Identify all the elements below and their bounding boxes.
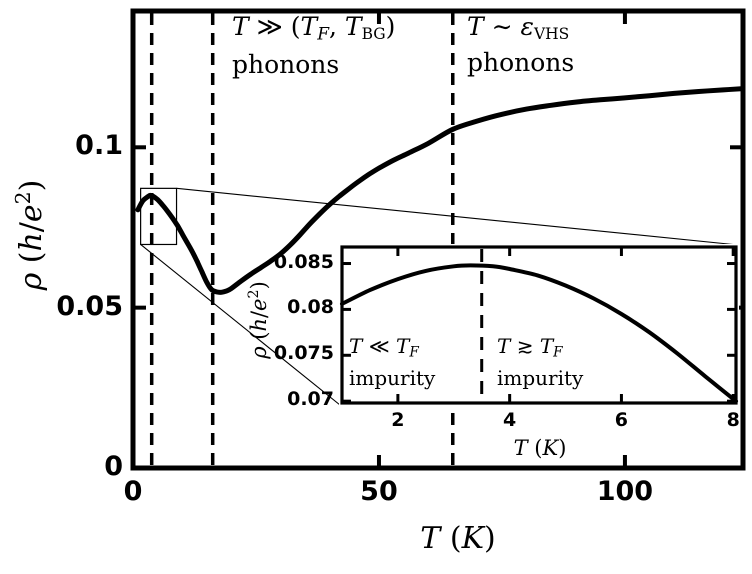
text-segment: T: [396, 334, 410, 358]
annotation-line-formula: T ≳ TF: [497, 331, 583, 363]
text-segment: h: [246, 318, 271, 332]
main-x-tick-label: 0: [123, 476, 143, 507]
text-segment: T: [497, 334, 511, 358]
main-axes-frame: [130, 8, 746, 471]
inset-background: [339, 244, 739, 406]
annotation-line-formula: T ≪ TF: [349, 331, 435, 363]
inset-y-tick-label: 0.08: [287, 296, 334, 319]
main-x-tick-label: 50: [360, 476, 398, 507]
text-segment: 2: [11, 191, 35, 205]
text-segment: K: [542, 436, 559, 460]
text-segment: F: [553, 344, 563, 361]
text-segment: ≫ (: [248, 12, 301, 41]
annotation-line-impurity: impurity: [497, 365, 584, 390]
annotation-phonons-vhs: T ∼ εVHS phonons: [467, 9, 574, 82]
text-segment: ≳: [510, 334, 540, 358]
text-segment: e: [14, 204, 50, 223]
inset-x-axis-label: T (K): [480, 436, 600, 460]
annotation-phonons-high-t: T ≫ (TF, TBG) phonons: [232, 9, 395, 83]
inset-x-tick-label: 2: [391, 409, 405, 431]
annotation-line-impurity: impurity: [349, 365, 436, 390]
text-segment: ≪: [362, 334, 396, 358]
main-y-tick-label: 0.05: [56, 290, 123, 322]
inset-x-tick-label: 4: [503, 409, 517, 431]
text-segment: h: [14, 232, 50, 252]
text-segment: VHS: [533, 24, 570, 43]
zoom-connector-bottom: [140, 244, 341, 406]
main-x-tick-label: 100: [596, 476, 654, 507]
text-segment: T: [420, 521, 441, 556]
text-segment: T: [513, 436, 528, 460]
inset-y-tick-label: 0.075: [273, 342, 334, 365]
inset-y-tick-label: 0.085: [273, 250, 334, 273]
main-curve: [135, 86, 746, 295]
zoom-connector-top: [176, 187, 739, 246]
text-segment: (: [440, 521, 462, 556]
inset-curve: [340, 263, 738, 404]
annotation-line-phonons: phonons: [467, 48, 575, 78]
text-segment: ε: [520, 12, 534, 41]
annotation-line-phonons: phonons: [232, 49, 340, 79]
text-segment: ): [246, 281, 271, 290]
text-segment: T: [539, 334, 554, 358]
text-segment: ): [483, 521, 496, 556]
main-x-axis-label: T (K): [398, 521, 518, 556]
main-y-tick-label: 0: [104, 451, 123, 482]
text-segment: T: [349, 334, 363, 358]
annotation-line-formula: T ∼ εVHS: [467, 9, 574, 45]
inset-y-tick-label: 0.07: [287, 388, 334, 411]
inset-axes-frame: [340, 245, 738, 405]
text-segment: (: [14, 251, 50, 273]
text-segment: ,: [329, 12, 345, 41]
annotation-impurity-low-t: T ≪ TF impurity: [349, 331, 435, 393]
inset-x-tick-label: 8: [726, 409, 740, 431]
text-segment: /: [14, 222, 50, 233]
text-segment: K: [461, 521, 484, 556]
text-segment: ∼: [483, 12, 521, 41]
main-y-tick-label: 0.1: [75, 130, 123, 162]
text-segment: F: [409, 344, 419, 361]
inset-x-tick-label: 6: [614, 409, 629, 431]
text-segment: ρ: [14, 272, 50, 291]
text-segment: 2: [246, 289, 262, 299]
text-segment: T: [344, 12, 362, 41]
text-segment: ): [385, 12, 396, 41]
text-segment: F: [317, 24, 329, 45]
text-segment: ): [558, 436, 567, 460]
annotation-line-formula: T ≫ (TF, TBG): [232, 9, 395, 47]
text-segment: T: [300, 12, 318, 41]
text-segment: BG: [361, 24, 386, 43]
text-segment: ): [14, 179, 50, 192]
text-segment: T: [467, 12, 484, 41]
annotation-impurity-tf: T ≳ TF impurity: [497, 331, 583, 393]
text-segment: T: [232, 12, 249, 41]
text-segment: (: [527, 436, 543, 460]
zoom-box: [140, 187, 178, 246]
